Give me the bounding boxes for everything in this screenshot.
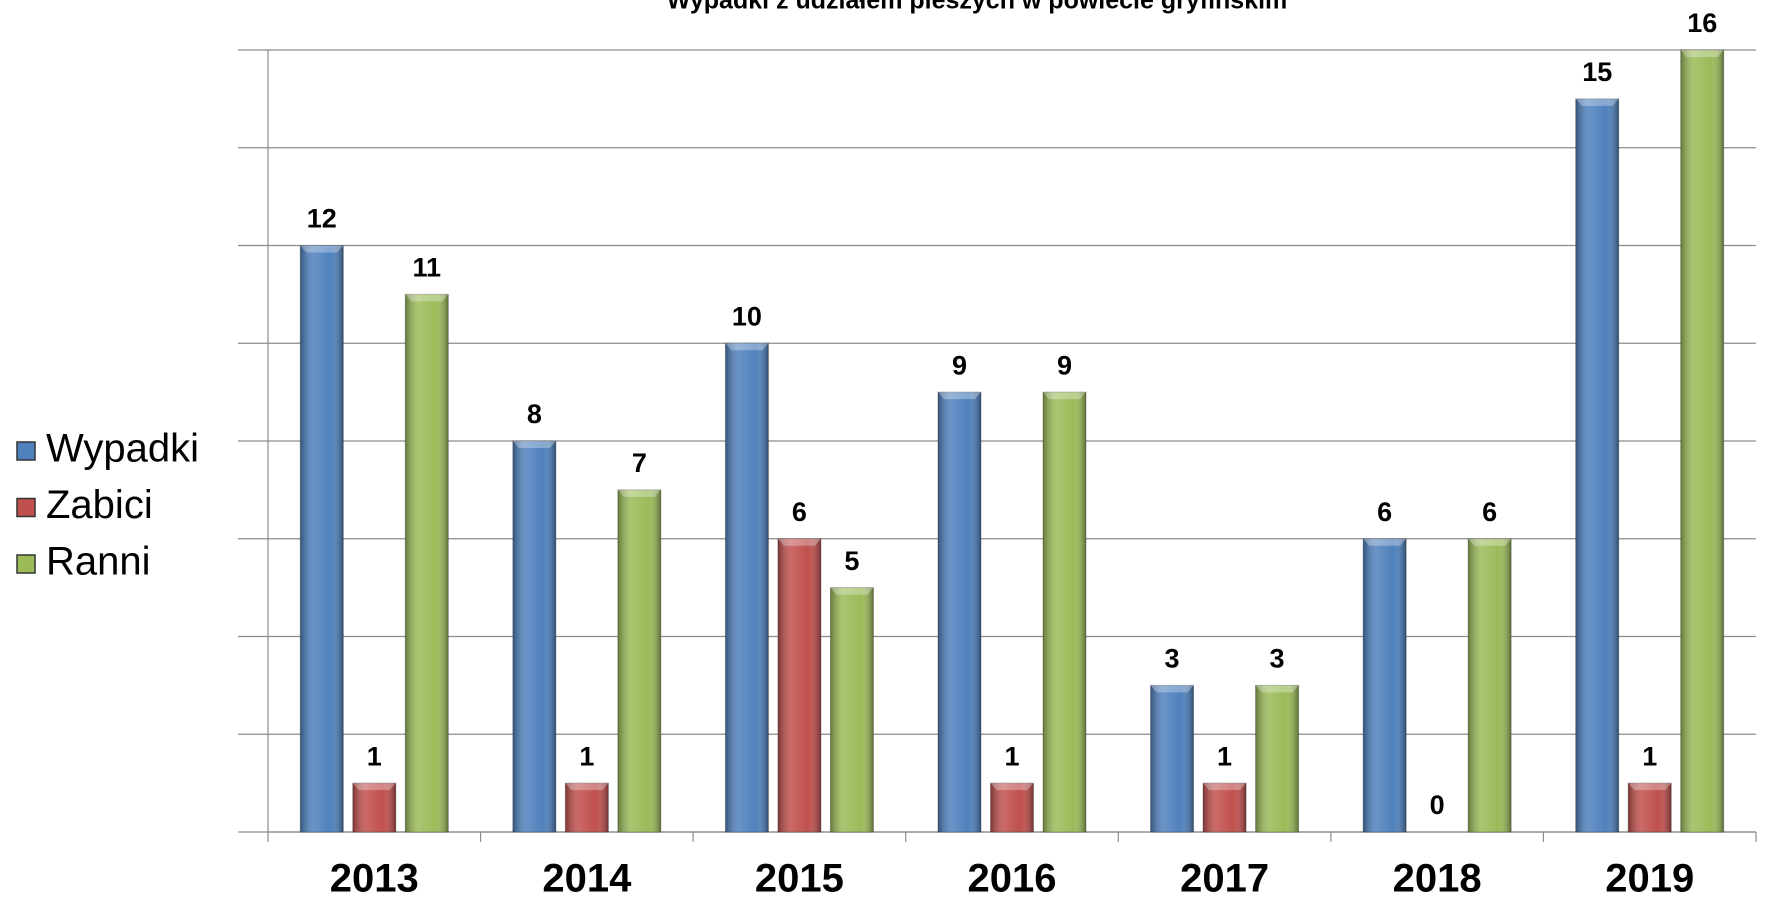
legend-swatch (16, 497, 36, 518)
bar-cap (617, 489, 661, 497)
bar (404, 293, 449, 833)
bar-cap (1680, 50, 1724, 57)
bar-cap (1575, 98, 1619, 106)
bar (1467, 538, 1512, 833)
bar-cap (512, 441, 556, 448)
bar-cap (1255, 685, 1299, 693)
data-label: 3 (1270, 644, 1285, 674)
data-label: 1 (1217, 741, 1232, 771)
bar-cap (405, 294, 449, 302)
bar (617, 489, 662, 833)
bar-cap (1628, 783, 1672, 791)
data-label: 3 (1165, 644, 1180, 674)
bar (1627, 782, 1672, 833)
data-label: 15 (1582, 57, 1612, 87)
data-label: 5 (844, 546, 859, 576)
bar (990, 782, 1034, 833)
data-label: 6 (1377, 497, 1392, 527)
data-label: 1 (1004, 741, 1019, 771)
bar-cap (1150, 685, 1194, 693)
bar (724, 342, 769, 833)
data-label: 0 (1430, 790, 1445, 820)
bar-cap (1203, 783, 1247, 791)
bar-cap (725, 343, 769, 351)
bar (1362, 538, 1407, 833)
bar (512, 440, 557, 833)
bar (1575, 98, 1620, 833)
bar (352, 782, 397, 833)
data-label: 6 (792, 497, 807, 527)
data-label: 9 (1057, 350, 1072, 380)
legend-swatch (16, 441, 36, 461)
bar-cap (990, 783, 1034, 791)
data-label: 1 (1642, 741, 1657, 771)
data-label: 12 (307, 204, 337, 234)
data-label: 8 (527, 399, 542, 429)
data-label: 16 (1687, 8, 1717, 38)
bar (1202, 782, 1247, 833)
data-label: 10 (732, 301, 762, 331)
bar (564, 782, 609, 833)
legend-label: Zabici (46, 483, 153, 527)
bar (937, 391, 982, 833)
x-tick-label: 2013 (330, 857, 419, 901)
chart-title: Wypadki z udziałem pieszych w powiecie g… (667, 0, 1288, 15)
bar-cap (1468, 538, 1512, 546)
legend-label: Wypadki (46, 427, 199, 471)
x-tick-label: 2015 (755, 857, 844, 901)
bar (1680, 49, 1725, 833)
bar-cap (1363, 538, 1407, 546)
data-label: 11 (413, 253, 442, 283)
data-label: 6 (1482, 497, 1497, 527)
bar (1150, 684, 1195, 833)
bar (777, 538, 822, 833)
bar (1042, 391, 1087, 833)
bar-cap (352, 783, 396, 791)
data-label: 1 (367, 741, 382, 771)
data-label: 1 (579, 741, 594, 771)
legend-label: Ranni (46, 540, 151, 584)
data-label: 7 (632, 448, 647, 478)
x-tick-label: 2018 (1393, 857, 1482, 901)
bar (829, 587, 874, 833)
bar-cap (938, 392, 981, 400)
bar-cap (1043, 392, 1086, 400)
x-tick-label: 2016 (968, 857, 1057, 901)
bar-cap (565, 783, 609, 791)
x-tick-label: 2017 (1180, 857, 1269, 901)
bar-cap (300, 245, 344, 253)
x-tick-label: 2014 (542, 857, 632, 901)
bar (299, 245, 344, 833)
x-tick-label: 2019 (1605, 857, 1694, 901)
bar (1255, 684, 1300, 833)
data-label: 9 (952, 350, 967, 380)
bar-cap (777, 538, 821, 546)
bar-cap (830, 587, 874, 595)
legend-swatch (16, 554, 36, 574)
